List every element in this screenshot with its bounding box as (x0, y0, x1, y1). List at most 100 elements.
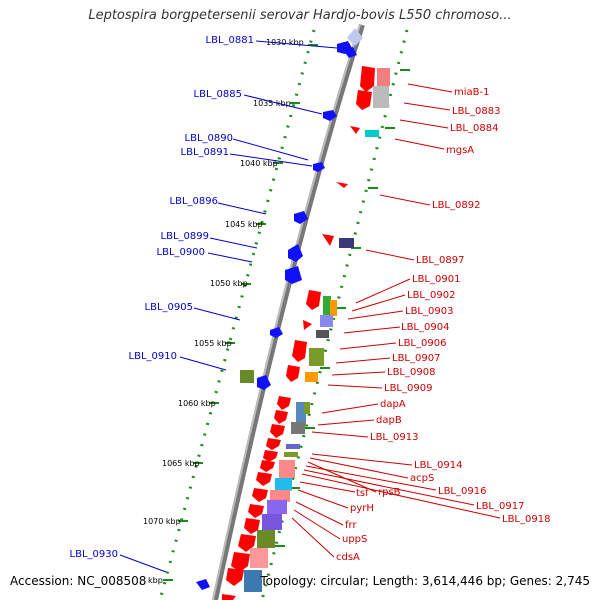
gene-label-right: LBL_0914 (414, 460, 462, 471)
reverse-genes (222, 66, 375, 600)
gene-lbl-0883b (356, 90, 372, 110)
kbp-label: 1050 kbp (210, 279, 248, 288)
gene-red-lower-2 (226, 568, 244, 586)
block-lbl-0897 (339, 238, 354, 248)
gene-olive-left (240, 370, 254, 383)
topology-text: Topology: circular; Length: 3,614,446 bp… (260, 574, 590, 588)
gene-label-right: cdsA (336, 552, 360, 563)
block-lbl-0904 (316, 330, 329, 338)
gene-lbl-0905 (270, 327, 283, 338)
kbp-label: 1060 kbp (178, 399, 216, 408)
block-rpsb (279, 460, 295, 478)
gene-lbl-0900 (285, 266, 302, 284)
origin-marker (347, 28, 363, 46)
gene-frr (248, 504, 264, 518)
gene-label-right: LBL_0908 (387, 367, 435, 378)
gene-lbl-0892 (336, 182, 348, 188)
gene-red-lower-3 (222, 594, 236, 600)
block-pyrh (270, 490, 290, 502)
gene-lbl-0904 (303, 320, 312, 330)
block-frr (267, 500, 287, 514)
gene-label-right: LBL_0913 (370, 432, 418, 443)
chromosome-backbone (212, 24, 365, 600)
gene-label-right: dapB (376, 415, 402, 426)
gene-label-right: dapA (380, 399, 406, 410)
block-lbl-0913 (291, 422, 305, 434)
block-acps (284, 452, 298, 457)
gene-lbl-0890 (313, 162, 325, 172)
gene-red-lower-1 (231, 552, 250, 572)
block-lbl-0903 (330, 300, 337, 316)
gene-label-left: LBL_0910 (129, 351, 177, 362)
block-upps (262, 514, 282, 530)
gene-lbl-0884-arrow (350, 126, 360, 134)
gene-label-right: LBL_0906 (398, 338, 446, 349)
gene-label-left: LBL_0899 (161, 231, 209, 242)
gene-label-right: LBL_0909 (384, 383, 432, 394)
gene-lbl-0901 (306, 290, 321, 310)
gene-label-right: miaB-1 (454, 87, 489, 98)
kbp-label: 1040 kbp (240, 159, 278, 168)
kbp-label: 1045 kbp (225, 220, 263, 229)
right-leader-lines (291, 83, 501, 558)
gene-lbl-0885 (323, 110, 337, 121)
gene-dapb (274, 410, 288, 424)
block-lbl-0883 (373, 86, 389, 108)
gene-label-right: LBL_0897 (416, 255, 464, 266)
gene-label-right: LBL_0903 (405, 306, 453, 317)
gene-label-right: LBL_0901 (412, 274, 460, 285)
block-lbl-0907 (309, 348, 324, 366)
gene-label-right: LBL_0918 (502, 514, 550, 525)
gene-tsf (256, 472, 272, 486)
block-dapb-b (304, 402, 310, 414)
gene-lbl-0906 (292, 340, 307, 362)
left-labels: LBL_0881 LBL_0885 LBL_0890 LBL_0891 LBL_… (70, 35, 254, 560)
kbp-label: 1070 kbp (143, 517, 181, 526)
block-mgsa (365, 130, 379, 137)
gene-label-right: frr (345, 520, 357, 531)
kbp-label: 1065 kbp (162, 459, 200, 468)
gene-label-right: acpS (410, 473, 434, 484)
gene-lbl-0913 (270, 424, 285, 438)
gene-label-right: LBL_0884 (450, 123, 498, 134)
kbp-label: 1035 kbp (253, 99, 291, 108)
gene-upps (244, 518, 260, 534)
map-title: Leptospira borgpetersenii serovar Hardjo… (88, 8, 512, 23)
gene-cdsa (238, 534, 256, 552)
block-lbl-0909 (305, 372, 318, 382)
gene-label-right: tsf (356, 488, 369, 499)
gene-lbl-0930 (196, 579, 210, 590)
gene-lbl-0908 (286, 365, 300, 382)
kbp-label: 1030 kbp (266, 38, 304, 47)
gene-lbl-0896 (294, 211, 308, 224)
gene-label-right: LBL_0892 (432, 200, 480, 211)
gene-label-right: rpsB (378, 487, 401, 498)
gene-lbl-0899 (288, 244, 303, 262)
gene-miab-1 (360, 66, 375, 92)
gene-acps (263, 450, 278, 462)
left-leader-lines (119, 40, 338, 573)
gene-label-left: LBL_0885 (194, 89, 242, 100)
gene-label-right: LBL_0907 (392, 353, 440, 364)
right-labels: miaB-1 LBL_0883 LBL_0884 mgsA LBL_0892 L… (336, 87, 550, 563)
kbp-label: 1055 kbp (194, 339, 232, 348)
gene-label-right: LBL_0883 (452, 106, 500, 117)
gene-label-right: uppS (342, 534, 367, 545)
left-track-dots (158, 29, 316, 600)
gene-label-left: LBL_0905 (145, 302, 193, 313)
gene-label-right: LBL_0902 (407, 290, 455, 301)
forward-genes (196, 41, 357, 590)
gene-lbl-0914 (266, 438, 281, 450)
gene-rpsb (260, 460, 275, 472)
tick-marks (163, 44, 410, 581)
accession-text: Accession: NC_008508 (10, 574, 147, 588)
block-lbl-0903b (320, 315, 333, 327)
block-lower-blue (244, 570, 262, 592)
feature-blocks (244, 68, 390, 592)
gene-label-left: LBL_0896 (170, 196, 218, 207)
block-lower-pink (250, 548, 268, 568)
gene-label-right: LBL_0917 (476, 501, 524, 512)
block-lbl-0914 (286, 444, 300, 449)
kbp-label: kbp (148, 576, 163, 585)
